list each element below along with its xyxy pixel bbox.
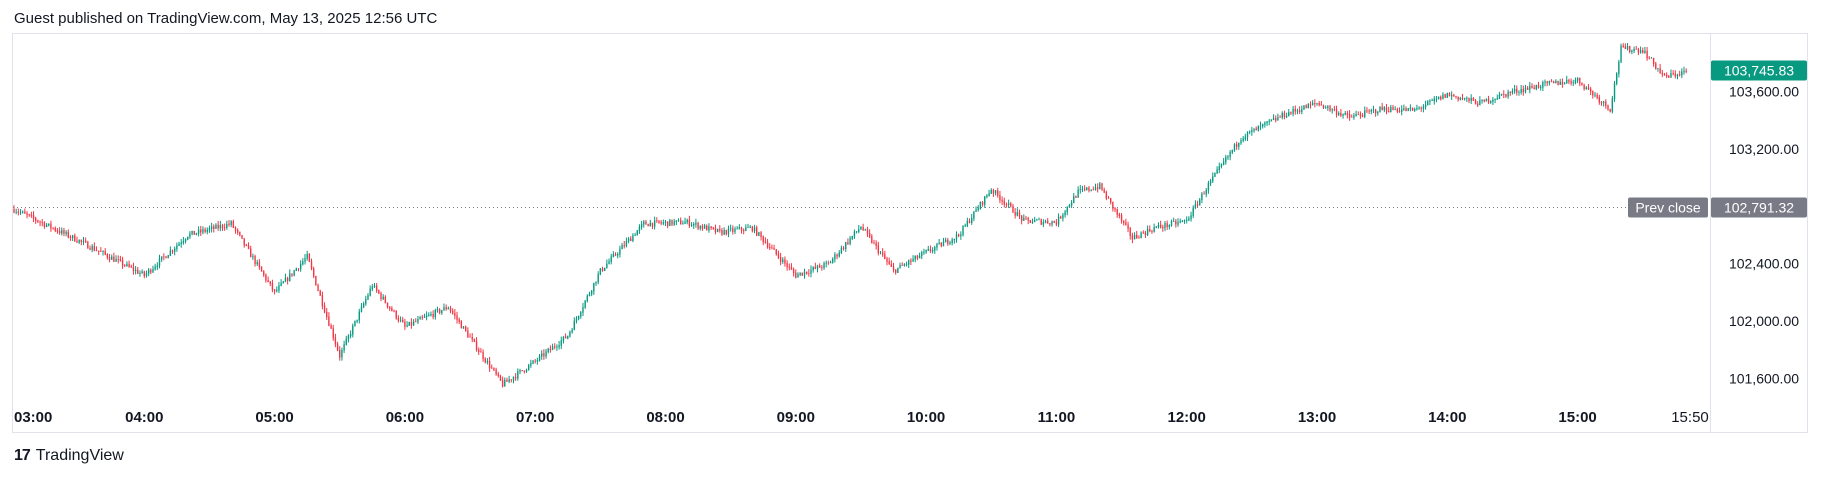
price-chart[interactable]: 103,600.00 103,200.00 102,400.00 102,000.00… — [0, 0, 1826, 440]
prev-close-tag: Prev close 102,791.32 — [1628, 197, 1807, 218]
x-tick-label: 15:00 — [1558, 409, 1596, 426]
x-tick-label: 06:00 — [386, 409, 424, 426]
y-tick-label: 101,600.00 — [1729, 370, 1799, 386]
y-tick-label: 103,200.00 — [1729, 141, 1799, 157]
y-tick-label: 102,400.00 — [1729, 256, 1799, 272]
x-tick-label: 12:00 — [1168, 409, 1206, 426]
price-axis: 103,600.00 103,200.00 102,400.00 102,000.00… — [1729, 83, 1799, 386]
prev-close-tag-bg — [1628, 197, 1708, 218]
x-tick-label: 07:00 — [516, 409, 554, 426]
prev-close-label-bg — [1711, 197, 1807, 218]
tradingview-logo-icon[interactable]: 17 — [14, 447, 31, 464]
time-axis: 03:00 04:00 05:00 06:00 07:00 08:00 09:00 10:00… — [14, 409, 1709, 426]
x-tick-label: 11:00 — [1038, 409, 1076, 426]
published-header: Guest published on TradingView.com, May … — [14, 10, 438, 27]
prev-close-tag-text: Prev close — [1635, 199, 1701, 215]
prev-close-label: 102,791.32 — [1724, 199, 1794, 215]
y-tick-label: 103,600.00 — [1729, 83, 1799, 99]
x-tick-label: 13:00 — [1298, 409, 1336, 426]
y-tick-label: 102,000.00 — [1729, 313, 1799, 329]
x-tick-label: 09:00 — [777, 409, 815, 426]
last-price-label: 103,745.83 — [1724, 62, 1794, 78]
brand-name[interactable]: TradingView — [35, 447, 124, 464]
x-tick-label: 04:00 — [125, 409, 163, 426]
x-tick-label: 10:00 — [907, 409, 945, 426]
candlestick-series — [13, 42, 1687, 388]
x-tick-label: 08:00 — [646, 409, 684, 426]
x-tick-label: 15:50 — [1671, 409, 1709, 426]
last-price-label-bg — [1711, 60, 1807, 81]
x-tick-label: 14:00 — [1428, 409, 1466, 426]
last-price-tag: 103,745.83 — [1711, 60, 1807, 81]
chart-frame — [12, 33, 1808, 433]
footer: 17 TradingView — [14, 447, 124, 465]
x-tick-label: 05:00 — [255, 409, 293, 426]
x-tick-label: 03:00 — [14, 409, 52, 426]
